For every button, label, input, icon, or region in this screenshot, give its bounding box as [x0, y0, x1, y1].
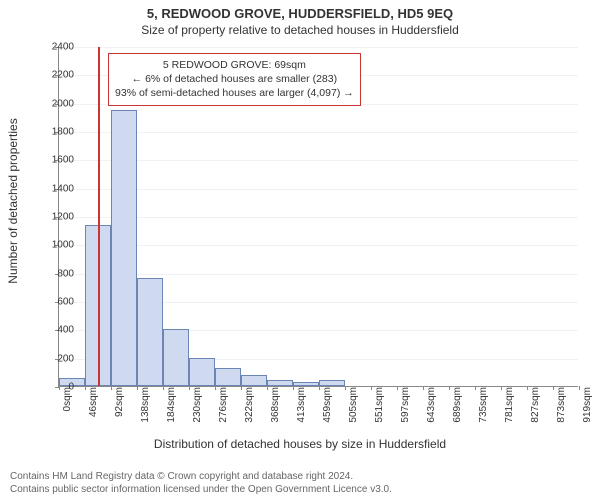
marker-line	[98, 47, 100, 386]
y-tick-label: 1400	[34, 183, 74, 194]
histogram-bar	[163, 329, 189, 386]
y-tick-label: 1200	[34, 212, 74, 223]
y-tick-label: 1000	[34, 240, 74, 251]
x-tick-label: 368sqm	[270, 387, 281, 435]
x-tick-label: 827sqm	[530, 387, 541, 435]
x-tick-mark	[163, 386, 164, 390]
x-tick-label: 0sqm	[62, 387, 73, 435]
y-tick-label: 400	[34, 325, 74, 336]
x-tick-label: 597sqm	[400, 387, 411, 435]
plot-area: 5 REDWOOD GROVE: 69sqm ← 6% of detached …	[58, 47, 578, 387]
histogram-bar	[267, 380, 293, 386]
x-tick-label: 919sqm	[582, 387, 593, 435]
page-title: 5, REDWOOD GROVE, HUDDERSFIELD, HD5 9EQ	[0, 0, 600, 21]
histogram-bar	[293, 382, 319, 386]
footnote-line-1: Contains HM Land Registry data © Crown c…	[10, 470, 392, 483]
chart-container: Number of detached properties 5 REDWOOD …	[0, 41, 600, 451]
y-tick-label: 800	[34, 268, 74, 279]
x-tick-mark	[475, 386, 476, 390]
y-tick-label: 600	[34, 297, 74, 308]
y-tick-label: 2400	[34, 42, 74, 53]
x-tick-label: 322sqm	[244, 387, 255, 435]
x-tick-mark	[397, 386, 398, 390]
histogram-bar	[215, 368, 241, 386]
histogram-bar	[189, 358, 215, 386]
x-tick-mark	[241, 386, 242, 390]
annotation-line-1: 5 REDWOOD GROVE: 69sqm	[115, 58, 354, 72]
x-tick-label: 92sqm	[114, 387, 125, 435]
x-tick-label: 276sqm	[218, 387, 229, 435]
annotation-line-3: 93% of semi-detached houses are larger (…	[115, 86, 354, 100]
x-tick-mark	[215, 386, 216, 390]
footnote-line-2: Contains public sector information licen…	[10, 483, 392, 496]
x-tick-mark	[293, 386, 294, 390]
y-tick-label: 200	[34, 353, 74, 364]
histogram-bar	[241, 375, 267, 386]
y-tick-label: 1600	[34, 155, 74, 166]
y-tick-label: 2000	[34, 98, 74, 109]
x-tick-mark	[319, 386, 320, 390]
x-tick-mark	[579, 386, 580, 390]
x-tick-mark	[527, 386, 528, 390]
x-axis-label: Distribution of detached houses by size …	[0, 437, 600, 451]
x-tick-label: 138sqm	[140, 387, 151, 435]
x-tick-label: 551sqm	[374, 387, 385, 435]
x-tick-label: 735sqm	[478, 387, 489, 435]
marker-annotation: 5 REDWOOD GROVE: 69sqm ← 6% of detached …	[108, 53, 361, 106]
gridline	[59, 47, 578, 48]
x-tick-mark	[267, 386, 268, 390]
x-tick-label: 873sqm	[556, 387, 567, 435]
x-tick-mark	[449, 386, 450, 390]
histogram-bar	[137, 278, 163, 386]
x-tick-label: 505sqm	[348, 387, 359, 435]
x-tick-label: 459sqm	[322, 387, 333, 435]
x-tick-mark	[189, 386, 190, 390]
y-tick-label: 1800	[34, 127, 74, 138]
x-tick-mark	[137, 386, 138, 390]
annotation-line-2: ← 6% of detached houses are smaller (283…	[115, 72, 354, 86]
x-tick-mark	[501, 386, 502, 390]
x-tick-label: 643sqm	[426, 387, 437, 435]
x-tick-label: 184sqm	[166, 387, 177, 435]
x-tick-label: 781sqm	[504, 387, 515, 435]
histogram-bar	[111, 110, 137, 386]
histogram-bar	[319, 380, 345, 386]
x-tick-mark	[553, 386, 554, 390]
x-tick-mark	[371, 386, 372, 390]
footnote: Contains HM Land Registry data © Crown c…	[10, 470, 392, 496]
y-axis-label: Number of detached properties	[6, 101, 20, 301]
x-tick-mark	[345, 386, 346, 390]
x-tick-mark	[85, 386, 86, 390]
page-subtitle: Size of property relative to detached ho…	[0, 21, 600, 41]
x-tick-label: 413sqm	[296, 387, 307, 435]
x-tick-label: 689sqm	[452, 387, 463, 435]
x-tick-label: 46sqm	[88, 387, 99, 435]
x-tick-label: 230sqm	[192, 387, 203, 435]
x-tick-mark	[111, 386, 112, 390]
y-tick-label: 2200	[34, 70, 74, 81]
x-tick-mark	[423, 386, 424, 390]
